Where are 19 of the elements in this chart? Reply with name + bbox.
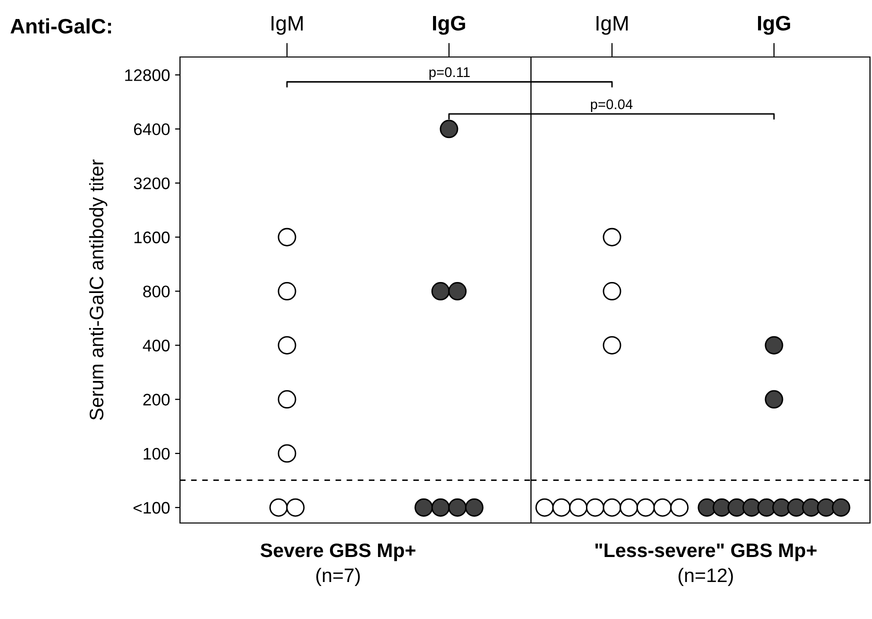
x-tick-label: IgM [596,16,628,35]
y-tick-label: 100 [144,448,170,460]
y-tick-label: 400 [142,340,170,352]
x-tick-label: IgM [272,16,303,35]
text: Anti-GalC: [10,18,111,34]
y-tick-label: 800 [143,286,170,298]
y-tick-label: 1600 [134,232,170,244]
y-tick-label: <100 [134,502,170,514]
y-tick-label: 12800 [125,69,170,82]
y-tick-label: 200 [143,394,170,406]
y-tick-label: 3200 [134,177,170,190]
y-tick-label: 6400 [134,123,170,136]
x-tick-label: IgG [758,16,790,35]
x-tick-label: IgG [433,16,466,35]
annotation: p=0.04 [590,99,633,112]
annotation: p=0.11 [429,67,470,80]
x-axis-title: Severe GBS Mp+ (n=7) [260,543,416,586]
x-axis-title: "Less-severe" GBS Mp+ (n=12) [595,543,817,586]
y-axis-title: Serum anti-GalC antibody titer [89,160,108,420]
